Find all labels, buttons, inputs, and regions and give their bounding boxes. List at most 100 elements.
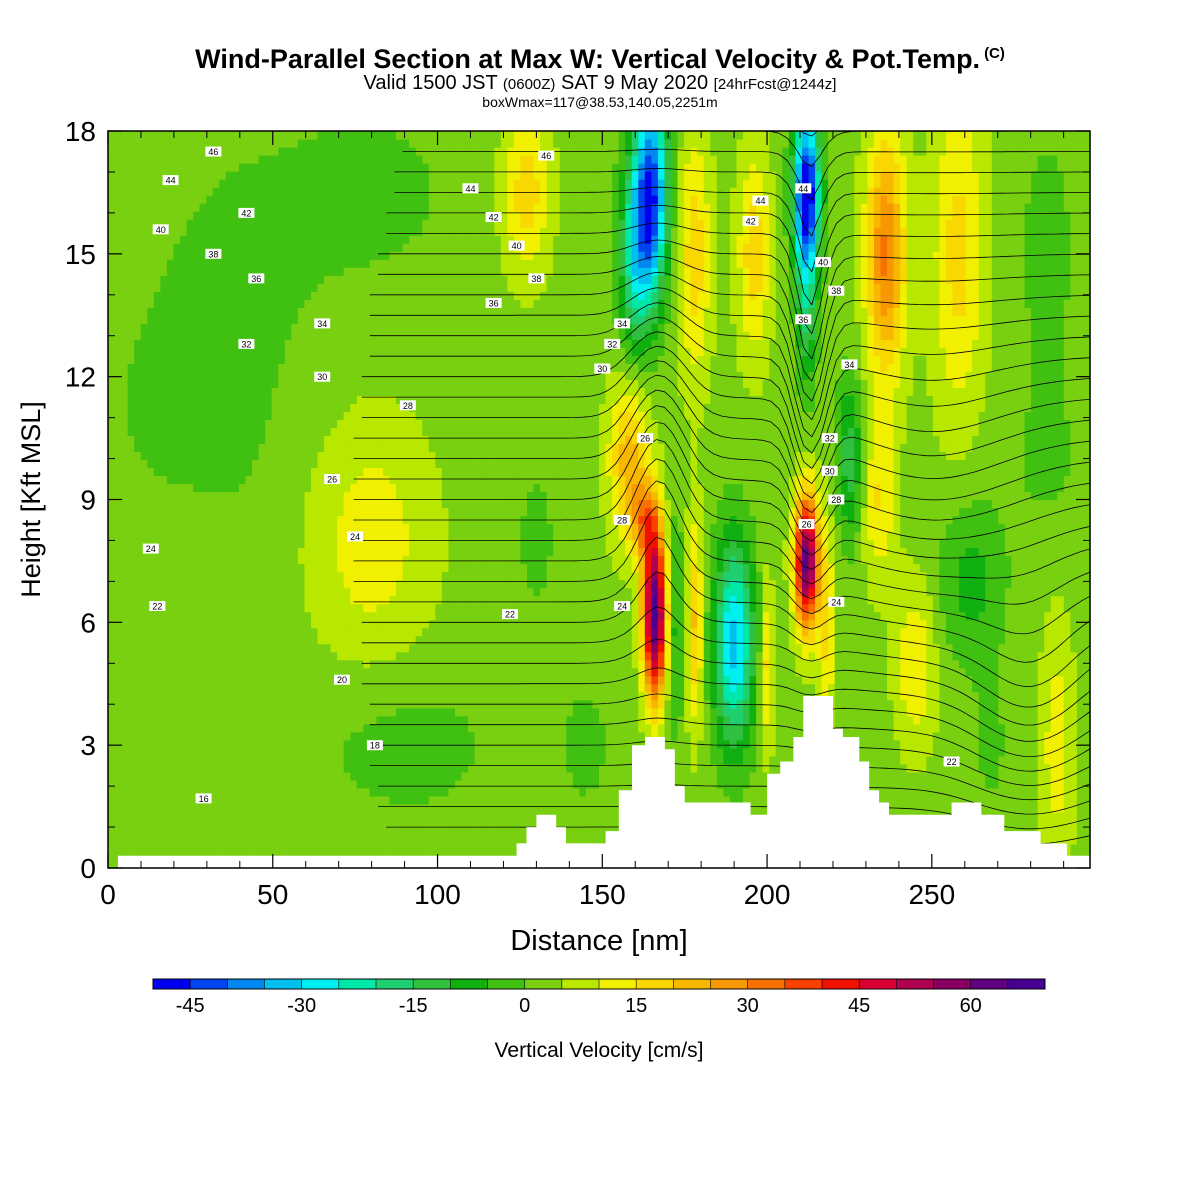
velocity-cell bbox=[553, 819, 561, 829]
velocity-cell bbox=[356, 603, 364, 613]
velocity-cell bbox=[180, 603, 188, 613]
velocity-cell bbox=[435, 755, 443, 765]
velocity-cell bbox=[304, 611, 312, 621]
velocity-cell bbox=[873, 723, 882, 733]
velocity-cell bbox=[225, 667, 233, 677]
velocity-cell bbox=[991, 699, 999, 709]
velocity-cell bbox=[330, 691, 338, 701]
velocity-cell bbox=[166, 723, 175, 733]
velocity-cell bbox=[1083, 787, 1091, 797]
velocity-cell bbox=[520, 771, 528, 781]
velocity-cell bbox=[422, 659, 430, 669]
velocity-cell bbox=[1070, 675, 1078, 685]
velocity-cell bbox=[559, 731, 567, 741]
velocity-cell bbox=[1070, 667, 1078, 677]
velocity-cell bbox=[762, 611, 770, 621]
velocity-cell bbox=[369, 787, 378, 797]
velocity-cell bbox=[1070, 803, 1078, 813]
velocity-cell bbox=[729, 787, 738, 797]
velocity-cell bbox=[520, 659, 528, 669]
velocity-cell bbox=[553, 779, 561, 789]
velocity-cell bbox=[599, 755, 607, 765]
velocity-cell bbox=[860, 691, 869, 701]
velocity-cell bbox=[729, 611, 738, 621]
velocity-cell bbox=[278, 803, 286, 813]
velocity-cell bbox=[834, 699, 842, 709]
velocity-cell bbox=[330, 747, 338, 757]
velocity-cell bbox=[1057, 795, 1065, 805]
velocity-cell bbox=[900, 795, 908, 805]
velocity-cell bbox=[1083, 675, 1091, 685]
velocity-cell bbox=[193, 651, 201, 661]
velocity-cell bbox=[494, 771, 502, 781]
velocity-cell bbox=[566, 827, 574, 837]
velocity-cell bbox=[1037, 619, 1045, 629]
velocity-cell bbox=[1050, 707, 1058, 717]
velocity-cell bbox=[651, 635, 659, 645]
velocity-cell bbox=[1011, 787, 1019, 797]
velocity-cell bbox=[1017, 619, 1026, 629]
velocity-cell bbox=[441, 675, 450, 685]
velocity-cell bbox=[140, 683, 148, 693]
velocity-cell bbox=[494, 715, 502, 725]
velocity-cell bbox=[245, 795, 253, 805]
velocity-cell bbox=[180, 667, 188, 677]
velocity-cell bbox=[252, 611, 260, 621]
velocity-cell bbox=[297, 643, 305, 653]
velocity-cell bbox=[959, 643, 967, 653]
velocity-cell bbox=[468, 819, 476, 829]
velocity-cell bbox=[108, 611, 116, 621]
velocity-cell bbox=[1024, 683, 1032, 693]
velocity-cell bbox=[952, 627, 960, 637]
velocity-cell bbox=[945, 795, 954, 805]
velocity-cell bbox=[376, 835, 384, 845]
velocity-cell bbox=[945, 667, 954, 677]
velocity-cell bbox=[749, 723, 757, 733]
velocity-cell bbox=[324, 659, 332, 669]
velocity-cell bbox=[815, 619, 823, 629]
velocity-cell bbox=[664, 627, 672, 637]
velocity-cell bbox=[599, 795, 607, 805]
velocity-cell bbox=[618, 771, 626, 781]
velocity-cell bbox=[487, 651, 495, 661]
velocity-cell bbox=[684, 659, 692, 669]
velocity-cell bbox=[356, 747, 364, 757]
velocity-cell bbox=[546, 755, 554, 765]
velocity-cell bbox=[409, 827, 417, 837]
velocity-cell bbox=[932, 707, 941, 717]
velocity-cell bbox=[585, 651, 594, 661]
velocity-cell bbox=[225, 819, 233, 829]
velocity-cell bbox=[1017, 803, 1026, 813]
velocity-cell bbox=[775, 715, 783, 725]
velocity-cell bbox=[428, 723, 436, 733]
velocity-cell bbox=[553, 787, 561, 797]
velocity-cell bbox=[310, 699, 319, 709]
velocity-cell bbox=[180, 803, 188, 813]
velocity-cell bbox=[546, 611, 554, 621]
velocity-cell bbox=[180, 723, 188, 733]
velocity-cell bbox=[906, 707, 914, 717]
velocity-cell bbox=[238, 803, 247, 813]
velocity-cell bbox=[206, 803, 214, 813]
velocity-cell bbox=[343, 723, 351, 733]
velocity-cell bbox=[468, 723, 476, 733]
velocity-cell bbox=[919, 731, 927, 741]
velocity-cell bbox=[671, 675, 679, 685]
velocity-cell bbox=[121, 595, 129, 605]
velocity-cell bbox=[304, 811, 312, 821]
velocity-cell bbox=[245, 619, 253, 629]
velocity-cell bbox=[108, 755, 116, 765]
velocity-cell bbox=[140, 627, 148, 637]
velocity-cell bbox=[854, 683, 862, 693]
velocity-cell bbox=[441, 771, 450, 781]
velocity-cell bbox=[415, 811, 423, 821]
velocity-cell bbox=[710, 619, 718, 629]
velocity-cell bbox=[533, 707, 541, 717]
velocity-cell bbox=[441, 803, 450, 813]
velocity-cell bbox=[317, 691, 325, 701]
velocity-cell bbox=[965, 731, 973, 741]
velocity-cell bbox=[998, 795, 1006, 805]
velocity-cell bbox=[513, 715, 522, 725]
velocity-cell bbox=[985, 627, 993, 637]
velocity-cell bbox=[252, 771, 260, 781]
